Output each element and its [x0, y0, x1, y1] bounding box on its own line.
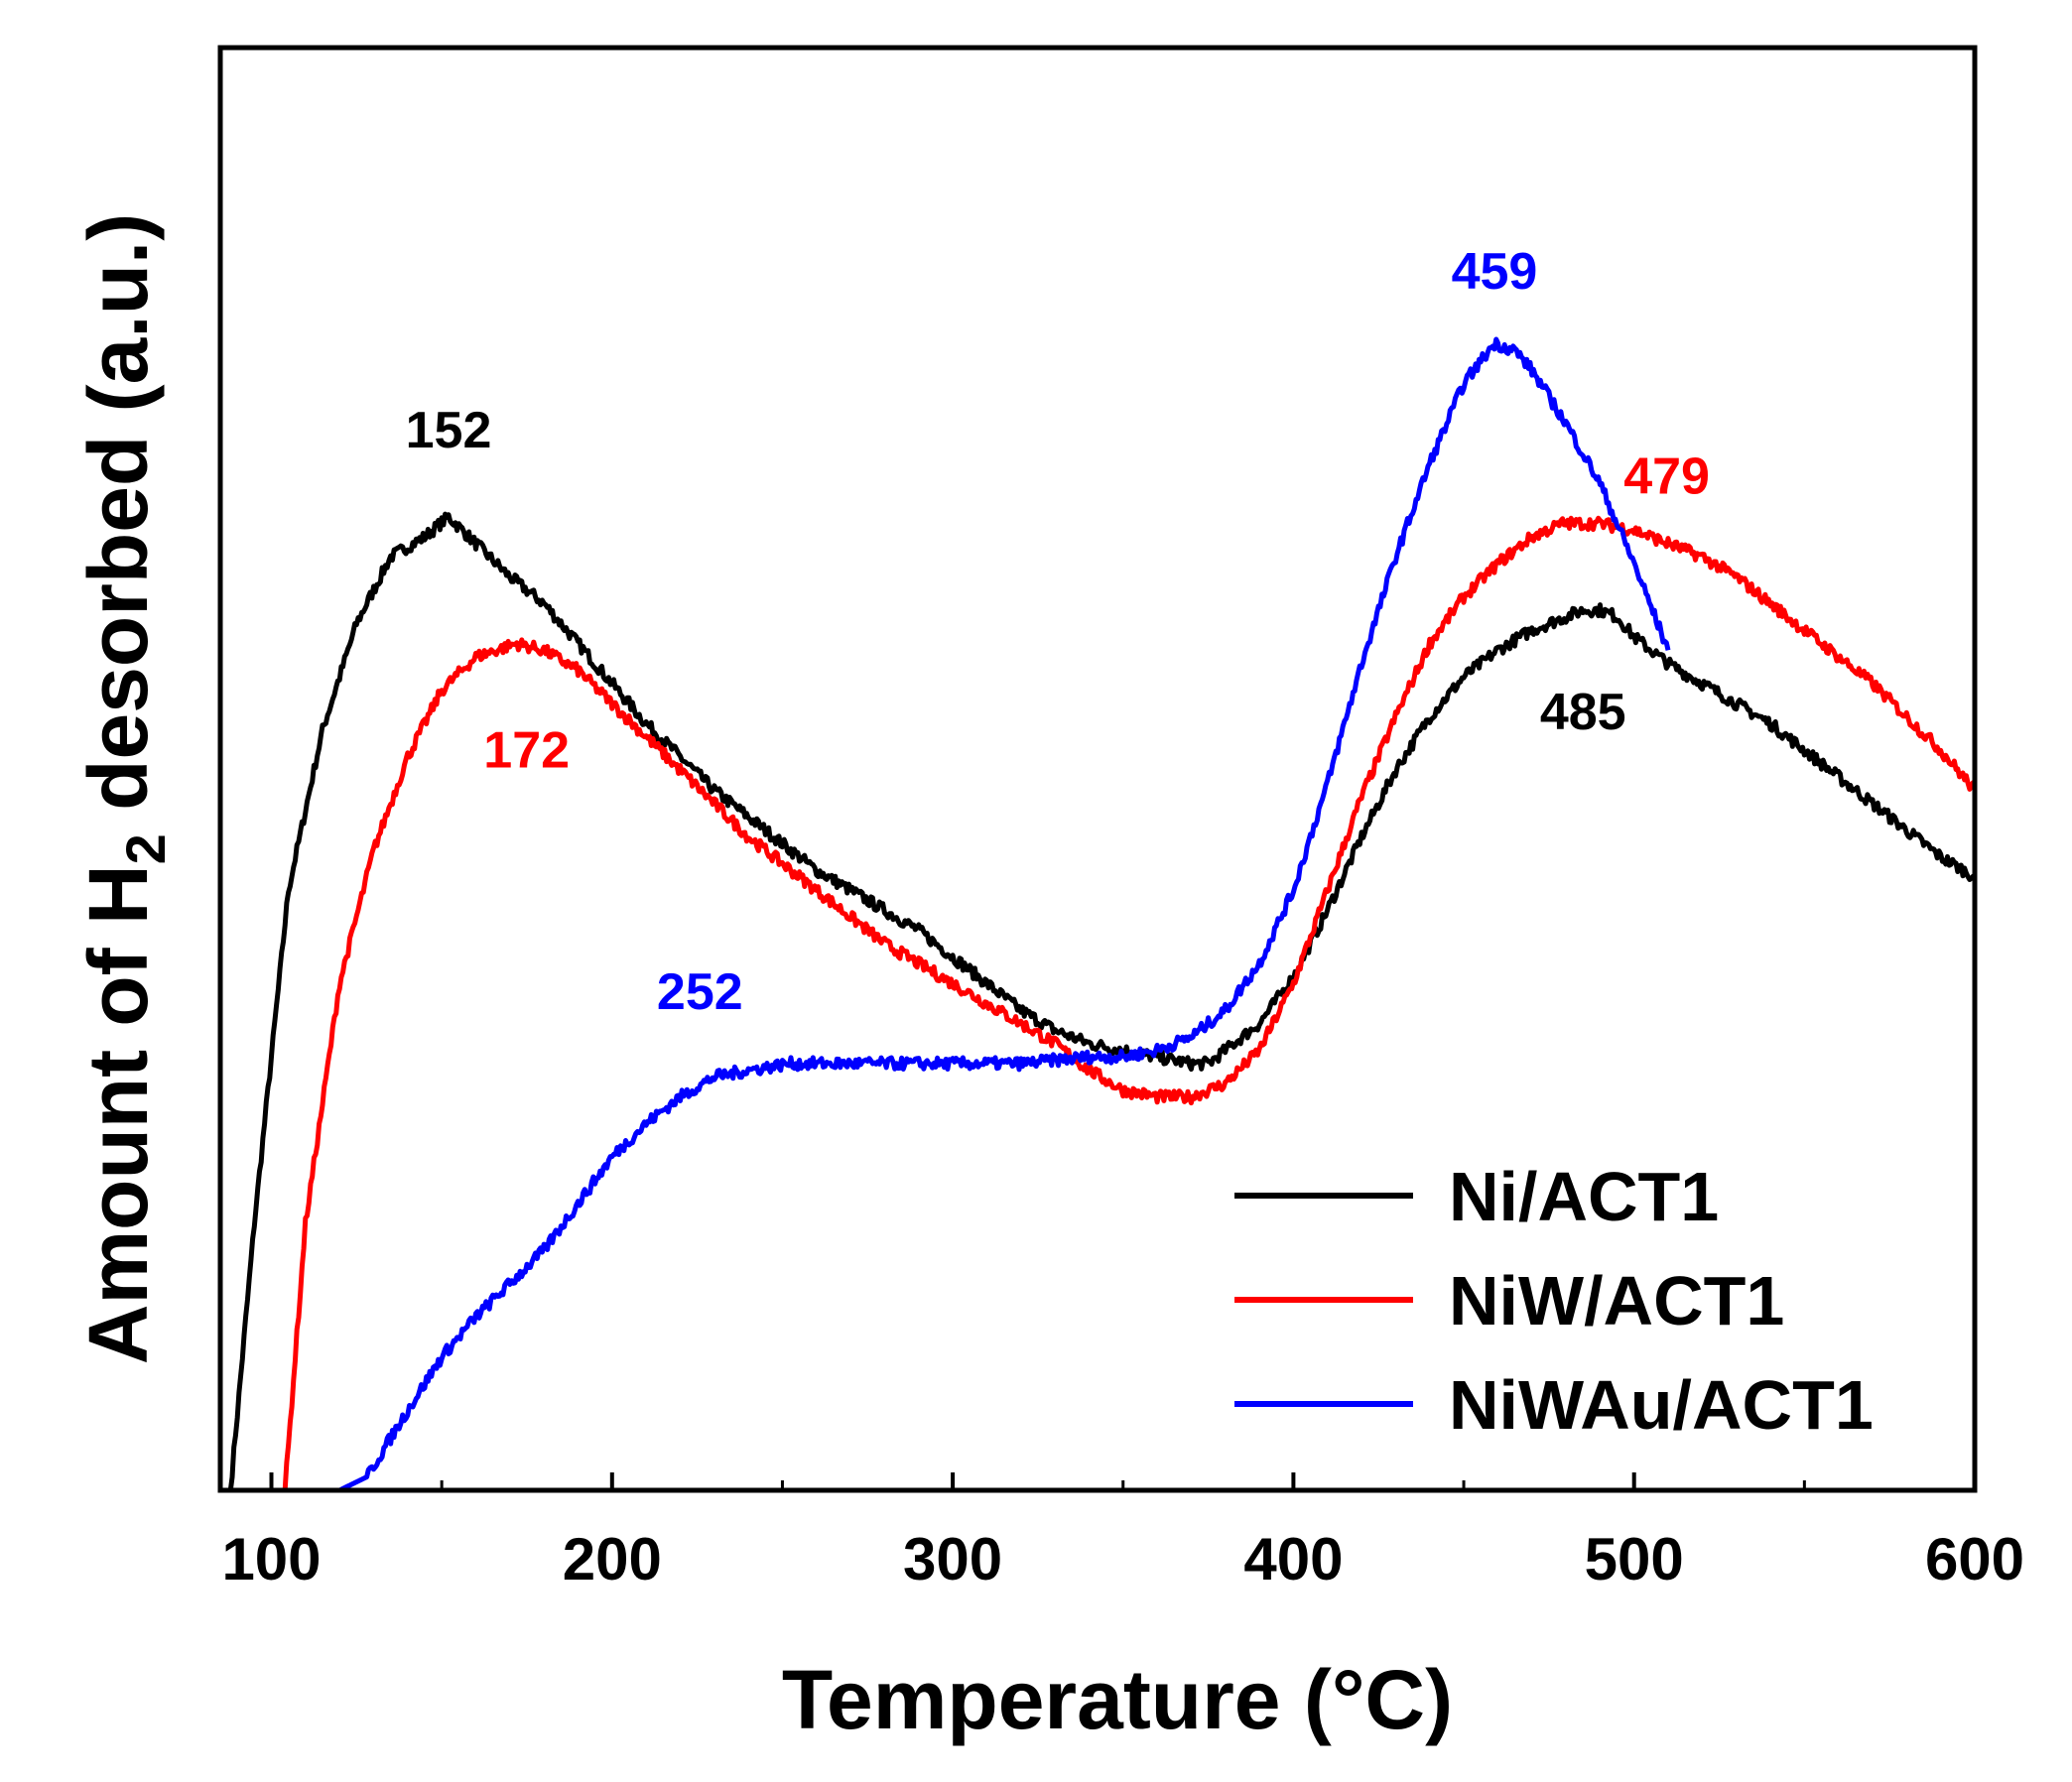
x-tick-label: 600 — [1925, 1526, 2024, 1592]
series-line-1 — [282, 515, 1975, 1490]
peak-label: 479 — [1623, 448, 1710, 506]
series-layer — [220, 336, 1975, 1490]
peak-label: 485 — [1540, 684, 1626, 741]
legend-label: NiWAu/ACT1 — [1449, 1366, 1874, 1444]
peak-label: 152 — [406, 402, 492, 459]
y-axis-title-suffix: desorbed (a.u.) — [71, 213, 165, 833]
series-line-0 — [227, 511, 1975, 1490]
peak-annotations: 152 485 172 479 252 459 — [406, 243, 1710, 1021]
legend: Ni/ACT1 NiW/ACT1 NiWAu/ACT1 — [1234, 1158, 1874, 1444]
legend-label: Ni/ACT1 — [1449, 1158, 1719, 1235]
legend-label: NiW/ACT1 — [1449, 1262, 1784, 1339]
x-tick-label: 200 — [563, 1526, 662, 1592]
x-axis-ticks: 100 200 300 400 500 600 — [221, 1472, 2024, 1592]
peak-label: 172 — [483, 722, 570, 780]
x-axis-title: Temperature (°C) — [782, 1653, 1453, 1746]
peak-label: 252 — [657, 963, 743, 1021]
y-axis-title-subscript: 2 — [114, 833, 177, 864]
x-tick-label: 300 — [903, 1526, 1002, 1592]
plot-area-frame — [217, 45, 1978, 1493]
x-tick-label: 500 — [1585, 1526, 1684, 1592]
y-axis-title: Amount of H2 desorbed (a.u.) — [71, 213, 177, 1364]
series-line-2 — [220, 336, 1671, 1490]
x-tick-label: 400 — [1243, 1526, 1343, 1592]
y-axis-title-prefix: Amount of H — [71, 864, 165, 1364]
peak-label: 459 — [1452, 243, 1538, 301]
x-tick-label: 100 — [221, 1526, 321, 1592]
